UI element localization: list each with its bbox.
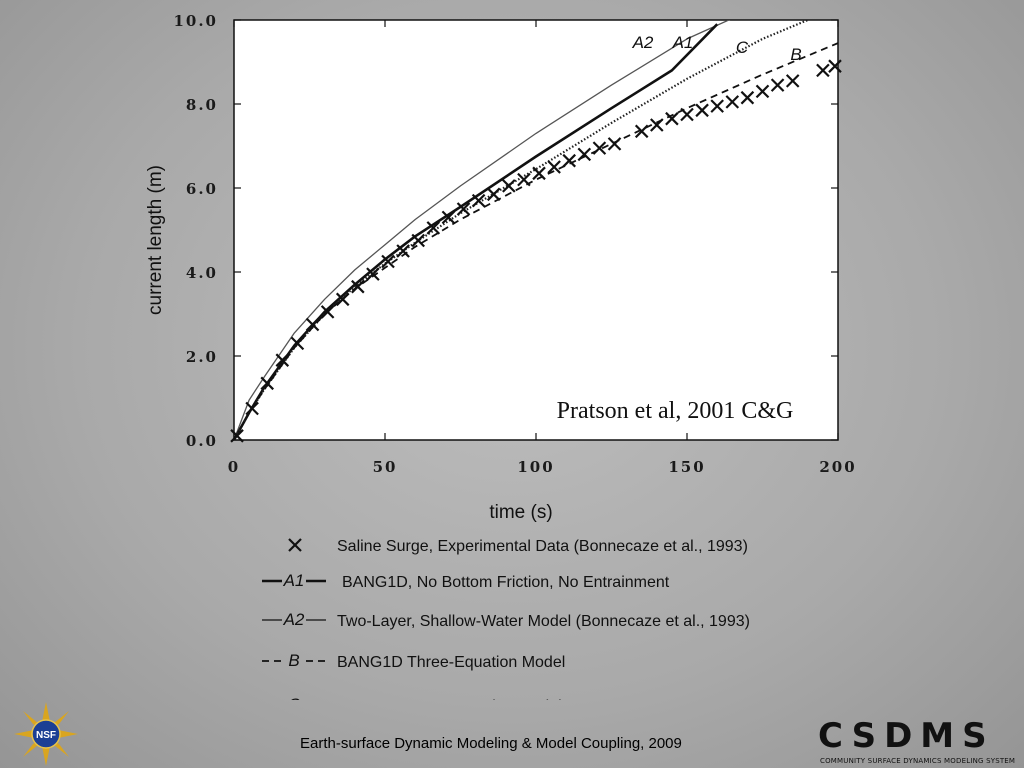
data-point <box>456 202 471 216</box>
data-point <box>562 153 576 168</box>
data-point <box>471 193 486 208</box>
legend-symbol: C <box>288 695 301 700</box>
data-point <box>532 166 546 181</box>
data-point <box>634 124 649 139</box>
data-point <box>828 59 842 73</box>
nsf-logo-text: NSF <box>36 730 56 741</box>
data-point <box>260 376 274 391</box>
line-chart: 0 50 100 150 200 0.0 2.0 4.0 6.0 8.0 10.0 A2 A1 C B t… <box>145 12 856 700</box>
series-layer <box>230 20 842 443</box>
data-point <box>785 74 800 88</box>
y-tick-label: 0.0 <box>186 432 218 450</box>
data-point <box>426 221 441 235</box>
nsf-logo: NSF <box>14 702 78 766</box>
y-tick-label: 6.0 <box>186 180 218 198</box>
data-point <box>725 95 740 109</box>
data-point <box>607 137 622 151</box>
tick-labels: 0 50 100 150 200 0.0 2.0 4.0 6.0 8.0 10.0 <box>173 12 856 476</box>
legend-symbol: B <box>288 651 299 670</box>
citation-annotation: Pratson et al, 2001 C&G <box>557 398 794 424</box>
data-point <box>710 99 724 113</box>
data-point <box>351 279 365 294</box>
series-label-a1: A1 <box>672 33 694 52</box>
y-tick-label: 4.0 <box>186 264 218 282</box>
data-point <box>502 179 516 193</box>
data-point <box>755 84 770 99</box>
plot-area <box>233 19 839 441</box>
legend-symbol: A2 <box>283 610 305 629</box>
series-label-b: B <box>790 45 801 64</box>
legend-item: A2 Two-Layer, Shallow-Water Model (Bonnec… <box>262 610 750 630</box>
x-tick-label: 50 <box>373 458 398 476</box>
data-point <box>366 267 380 281</box>
legend-label: BANG1D, No Bottom Friction, No Entrainme… <box>342 574 670 591</box>
x-axis-title: time (s) <box>489 502 552 523</box>
legend-item: A1 BANG1D, No Bottom Friction, No Entrain… <box>262 571 670 591</box>
data-point <box>665 111 679 126</box>
y-tick-label: 2.0 <box>186 348 218 366</box>
x-tick-label: 0 <box>228 458 240 476</box>
y-tick-label: 8.0 <box>186 96 218 114</box>
legend-item: C BANG1D Four-Equation Model <box>288 695 562 700</box>
legend-label: Saline Surge, Experimental Data (Bonneca… <box>337 538 748 555</box>
data-point <box>396 244 410 258</box>
x-tick-label: 200 <box>819 458 856 476</box>
legend-symbol: A1 <box>283 571 305 590</box>
legend-label: Two-Layer, Shallow-Water Model (Bonnecaz… <box>337 613 750 630</box>
data-point <box>816 63 830 78</box>
csdms-logo-subtitle: COMMUNITY SURFACE DYNAMICS MODELING SYST… <box>820 757 1016 765</box>
legend-item: B BANG1D Three-Equation Model <box>262 651 565 671</box>
legend-marker-x <box>288 538 302 552</box>
series-line-a2 <box>234 20 731 440</box>
data-point <box>680 107 694 122</box>
data-point <box>650 118 664 132</box>
csdms-logo: CSDMS COMMUNITY SURFACE DYNAMICS MODELIN… <box>816 716 1018 768</box>
data-point <box>320 305 335 319</box>
footer-text: Earth-surface Dynamic Modeling & Model C… <box>300 735 682 752</box>
data-point <box>770 78 785 92</box>
data-point <box>517 172 531 187</box>
series-label-c: C <box>736 38 749 57</box>
y-axis-title: current length (m) <box>145 165 166 315</box>
data-point <box>305 317 320 332</box>
legend-label: BANG1D Four-Equation Model <box>342 698 562 700</box>
data-point <box>230 429 244 443</box>
data-point <box>486 187 501 202</box>
legend: Saline Surge, Experimental Data (Bonneca… <box>262 538 750 700</box>
csdms-logo-word: CSDMS <box>818 716 995 756</box>
data-point <box>547 160 561 174</box>
x-tick-label: 100 <box>517 458 554 476</box>
data-point <box>577 147 592 162</box>
y-tick-label: 10.0 <box>173 12 218 30</box>
data-point <box>441 210 456 225</box>
data-point <box>290 336 305 351</box>
series-labels: A2 A1 C B <box>632 33 802 64</box>
data-point <box>335 292 350 307</box>
data-point <box>740 90 755 105</box>
data-point <box>275 353 290 367</box>
data-point <box>592 141 607 155</box>
data-point <box>381 254 395 269</box>
annotation-background <box>525 392 825 428</box>
legend-item: Saline Surge, Experimental Data (Bonneca… <box>288 538 748 555</box>
data-point <box>695 103 709 118</box>
x-tick-label: 150 <box>668 458 705 476</box>
data-point <box>411 233 425 248</box>
series-label-a2: A2 <box>632 33 654 52</box>
data-point <box>245 401 259 416</box>
legend-label: BANG1D Three-Equation Model <box>337 654 565 671</box>
